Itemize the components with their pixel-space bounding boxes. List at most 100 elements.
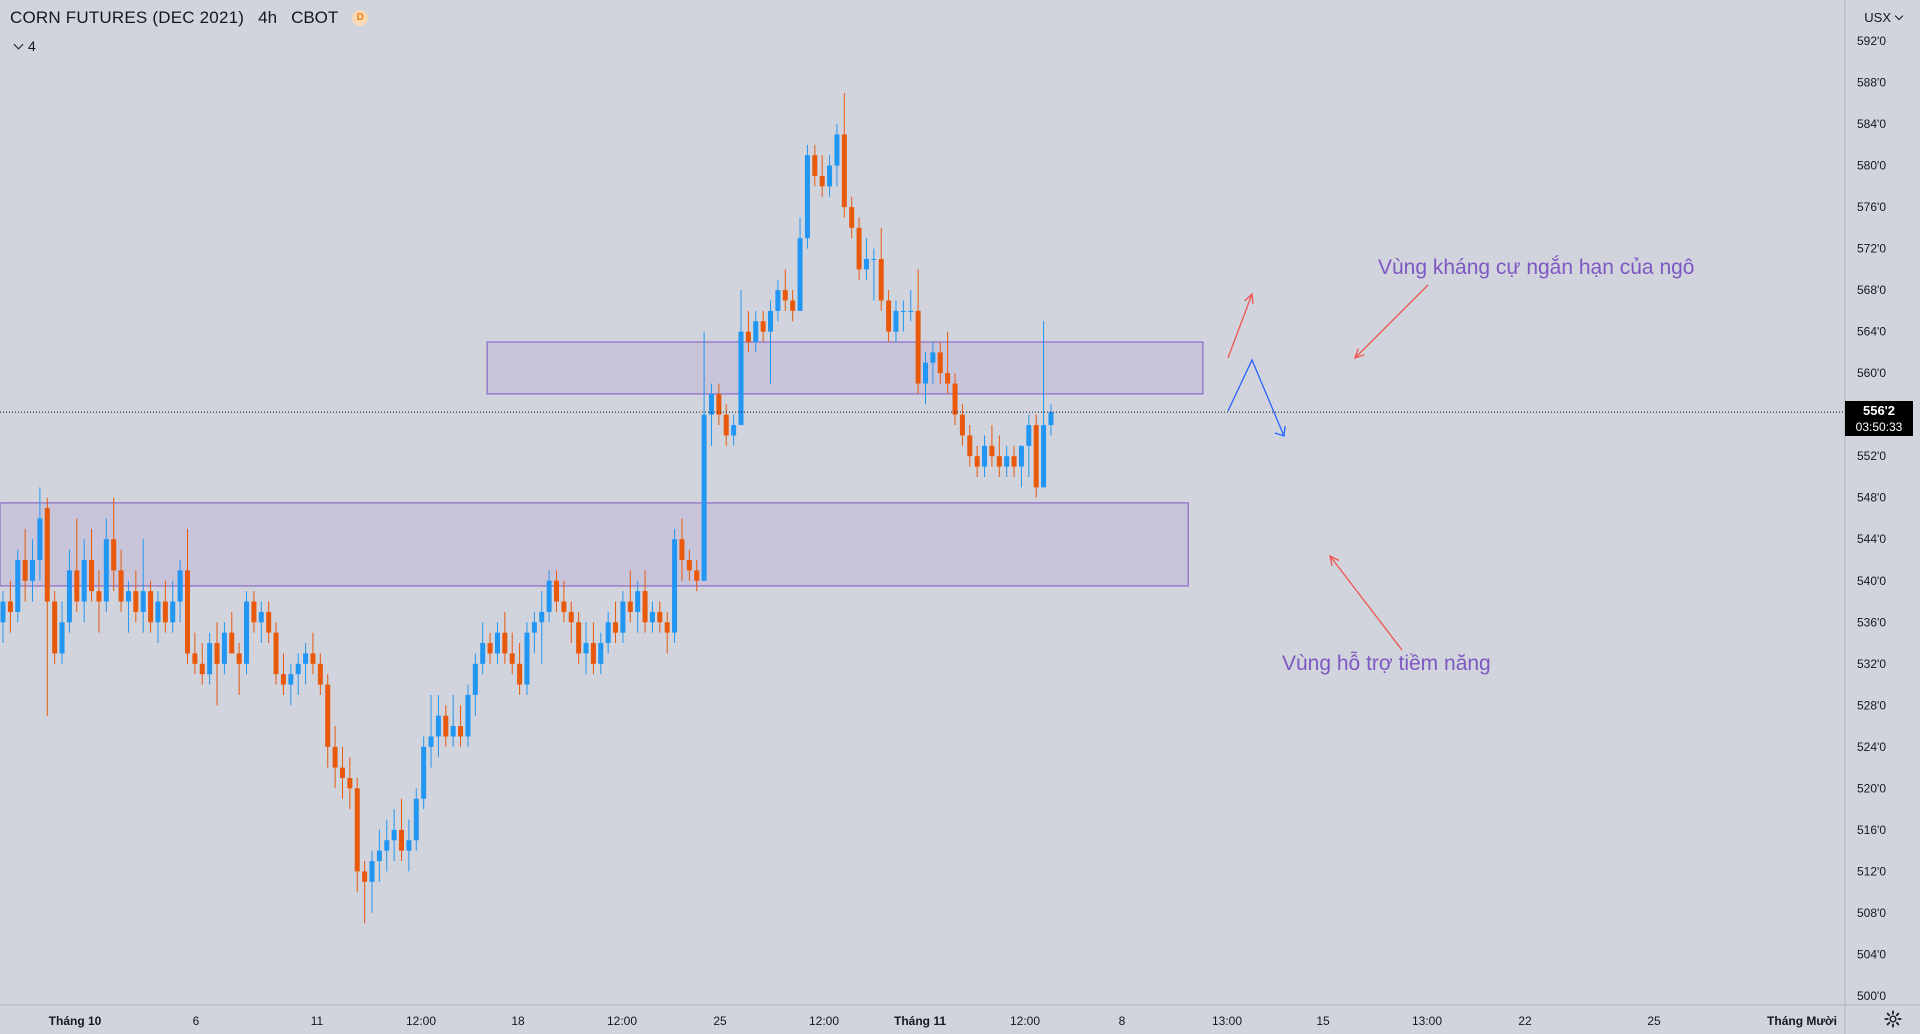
price-tick-label: 536'0 bbox=[1857, 615, 1886, 629]
candle bbox=[30, 539, 36, 602]
candle-body bbox=[177, 570, 183, 602]
candle bbox=[1048, 404, 1054, 436]
candle-body bbox=[708, 393, 714, 415]
candle bbox=[738, 290, 744, 426]
interval-label[interactable]: 4h bbox=[258, 8, 278, 27]
candle bbox=[974, 445, 980, 477]
candle bbox=[251, 591, 257, 633]
candle-body bbox=[731, 425, 737, 436]
candle-body bbox=[878, 258, 884, 301]
candle-body bbox=[332, 746, 338, 768]
candle-body bbox=[421, 746, 427, 799]
candle-body bbox=[568, 611, 574, 623]
candle-body bbox=[982, 445, 988, 467]
candle-body bbox=[162, 601, 168, 623]
candle bbox=[930, 342, 936, 384]
candle-body bbox=[66, 570, 72, 623]
symbol-title[interactable]: CORN FUTURES (DEC 2021) bbox=[10, 8, 245, 27]
candle-body bbox=[89, 560, 95, 592]
candle-body bbox=[148, 591, 154, 623]
candle bbox=[458, 705, 464, 747]
currency-selector[interactable]: USX bbox=[1864, 10, 1904, 25]
price-axis: 592'0 588'0 584'0 580'0 576'0 572'0 568'0 564'0… bbox=[1857, 34, 1886, 1003]
candle bbox=[524, 622, 530, 695]
price-tick-label: 584'0 bbox=[1857, 117, 1886, 131]
candle bbox=[177, 560, 183, 623]
candle bbox=[487, 632, 493, 664]
candle bbox=[694, 560, 700, 592]
candle-body bbox=[22, 560, 28, 581]
bar-countdown: 03:50:33 bbox=[1855, 420, 1903, 434]
candle-body bbox=[1011, 456, 1017, 467]
candle bbox=[384, 819, 390, 872]
candle-body bbox=[37, 518, 43, 560]
delayed-data-badge[interactable]: D bbox=[352, 10, 369, 26]
candle-body bbox=[310, 653, 316, 664]
zone-resistance bbox=[486, 341, 1204, 395]
candle-body bbox=[214, 643, 220, 664]
candle bbox=[1033, 414, 1039, 498]
candle-body bbox=[546, 580, 552, 612]
candle bbox=[561, 580, 567, 623]
candle bbox=[849, 196, 855, 239]
candle-body bbox=[642, 591, 648, 623]
candle-body bbox=[989, 445, 995, 457]
candle bbox=[568, 601, 574, 644]
candle bbox=[15, 549, 21, 623]
candle bbox=[229, 611, 235, 654]
candle bbox=[753, 310, 759, 353]
pointer-to-resistance bbox=[1354, 284, 1429, 359]
price-tick-label: 508'0 bbox=[1857, 906, 1886, 920]
candle-body bbox=[111, 539, 117, 571]
candle bbox=[708, 383, 714, 446]
price-tick-label: 572'0 bbox=[1857, 242, 1886, 256]
candle-body bbox=[125, 591, 131, 602]
candle-body bbox=[886, 300, 892, 332]
candle-body bbox=[1033, 425, 1039, 488]
last-price-value: 556'2 bbox=[1862, 403, 1895, 418]
indicators-toggle[interactable]: 4 bbox=[13, 38, 36, 54]
candle-body bbox=[590, 643, 596, 664]
price-tick-label: 588'0 bbox=[1857, 76, 1886, 90]
candle bbox=[797, 217, 803, 311]
candle bbox=[354, 777, 360, 893]
annotation-support-label: Vùng hỗ trợ tiềm năng bbox=[1282, 652, 1491, 675]
candle bbox=[155, 591, 161, 644]
pointer-to-support bbox=[1329, 555, 1403, 651]
candle bbox=[325, 674, 331, 768]
breakout-up-arrow bbox=[1227, 293, 1253, 359]
candle bbox=[435, 694, 441, 758]
candle bbox=[494, 622, 500, 664]
candle bbox=[1011, 445, 1017, 477]
candle-body bbox=[0, 601, 6, 623]
candle-body bbox=[487, 643, 493, 654]
candle-body bbox=[856, 227, 862, 270]
candle-body bbox=[620, 601, 626, 633]
candle bbox=[81, 539, 87, 623]
zone-support bbox=[0, 502, 1189, 587]
candle bbox=[664, 611, 670, 654]
time-tick-label: Tháng 10 bbox=[49, 1014, 102, 1028]
candle bbox=[590, 622, 596, 675]
candle bbox=[731, 414, 737, 446]
candle-body bbox=[502, 632, 508, 654]
candle bbox=[52, 591, 58, 664]
candle bbox=[266, 601, 272, 644]
candle-body bbox=[59, 622, 65, 654]
candle bbox=[672, 528, 678, 644]
candle-body bbox=[354, 788, 360, 872]
candle bbox=[576, 611, 582, 664]
candle bbox=[923, 352, 928, 405]
candle-body bbox=[782, 290, 788, 301]
price-tick-label: 560'0 bbox=[1857, 366, 1886, 380]
candle bbox=[1004, 445, 1010, 477]
candle-body bbox=[804, 155, 810, 239]
candle-body bbox=[915, 310, 921, 384]
candle-body bbox=[406, 840, 412, 851]
candle-body bbox=[1041, 425, 1047, 488]
candle bbox=[627, 570, 633, 623]
candle-body bbox=[554, 580, 559, 602]
gear-icon[interactable] bbox=[1884, 1010, 1902, 1028]
